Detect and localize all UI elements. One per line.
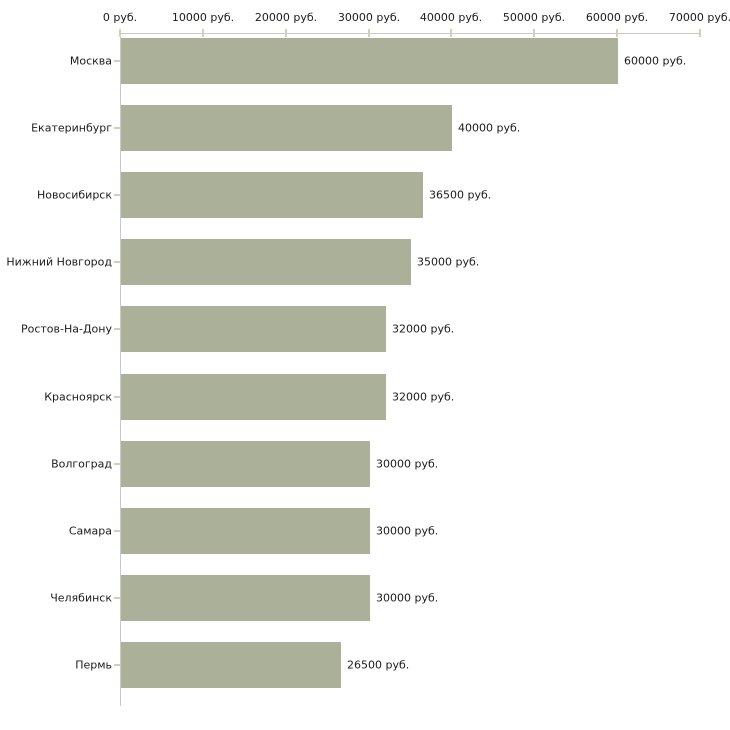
- bar-row: Челябинск 30000 руб.: [0, 575, 730, 621]
- category-tick-mark: [114, 194, 120, 196]
- category-label: Новосибирск: [36, 188, 112, 202]
- value-label: 60000 руб.: [624, 54, 687, 68]
- category-tick-mark: [114, 396, 120, 398]
- category-tick-mark: [114, 664, 120, 666]
- bar-row: Пермь 26500 руб.: [0, 642, 730, 688]
- value-label: 30000 руб.: [376, 457, 439, 471]
- category-tick-mark: [114, 463, 120, 465]
- category-tick-mark: [114, 530, 120, 532]
- x-axis-line: [120, 33, 701, 34]
- x-axis-tick-label: 70000 руб.: [668, 11, 730, 24]
- x-axis-tick-mark: [285, 29, 287, 37]
- x-axis-tick-label: 0 руб.: [102, 11, 138, 24]
- bar: [121, 441, 370, 487]
- bar-row: Нижний Новгород 35000 руб.: [0, 239, 730, 285]
- x-axis-tick-label: 20000 руб.: [254, 11, 318, 24]
- bar-row: Красноярск 32000 руб.: [0, 374, 730, 420]
- value-label: 30000 руб.: [376, 524, 439, 538]
- bar: [121, 306, 386, 352]
- value-label: 40000 руб.: [458, 121, 521, 135]
- bar-row: Волгоград 30000 руб.: [0, 441, 730, 487]
- bar-row: Москва 60000 руб.: [0, 38, 730, 84]
- category-label: Красноярск: [44, 390, 112, 404]
- value-label: 32000 руб.: [392, 390, 455, 404]
- bar: [121, 575, 370, 621]
- bar: [121, 508, 370, 554]
- bar: [121, 105, 452, 151]
- y-axis-line: [120, 33, 121, 706]
- category-label: Ростов-На-Дону: [20, 322, 112, 336]
- category-label: Пермь: [75, 658, 112, 672]
- bar: [121, 38, 618, 84]
- category-label: Волгоград: [51, 457, 112, 471]
- bar: [121, 374, 386, 420]
- x-axis-tick-label: 10000 руб.: [171, 11, 235, 24]
- bar-row: Ростов-На-Дону 32000 руб.: [0, 306, 730, 352]
- x-axis-tick-mark: [533, 29, 535, 37]
- bar-row: Новосибирск 36500 руб.: [0, 172, 730, 218]
- category-tick-mark: [114, 597, 120, 599]
- category-label: Нижний Новгород: [6, 255, 112, 269]
- x-axis-tick-mark: [450, 29, 452, 37]
- category-label: Челябинск: [50, 591, 112, 605]
- x-axis-tick-mark: [119, 29, 121, 37]
- bar: [121, 172, 423, 218]
- x-axis-tick-mark: [699, 29, 701, 37]
- bar-row: Екатеринбург 40000 руб.: [0, 105, 730, 151]
- value-label: 26500 руб.: [347, 658, 410, 672]
- x-axis-tick-label: 40000 руб.: [419, 11, 483, 24]
- x-axis-tick-mark: [368, 29, 370, 37]
- category-tick-mark: [114, 127, 120, 129]
- bar-row: Самара 30000 руб.: [0, 508, 730, 554]
- x-axis-tick-label: 60000 руб.: [585, 11, 649, 24]
- bar: [121, 239, 411, 285]
- bar: [121, 642, 341, 688]
- category-label: Екатеринбург: [31, 121, 112, 135]
- value-label: 36500 руб.: [429, 188, 492, 202]
- value-label: 32000 руб.: [392, 322, 455, 336]
- x-axis-tick-label: 30000 руб.: [337, 11, 401, 24]
- category-tick-mark: [114, 261, 120, 263]
- category-label: Москва: [69, 54, 112, 68]
- category-label: Самара: [68, 524, 112, 538]
- category-tick-mark: [114, 328, 120, 330]
- category-tick-mark: [114, 60, 120, 62]
- value-label: 35000 руб.: [417, 255, 480, 269]
- x-axis-tick-label: 50000 руб.: [502, 11, 566, 24]
- value-label: 30000 руб.: [376, 591, 439, 605]
- x-axis-tick-mark: [616, 29, 618, 37]
- x-axis-tick-mark: [202, 29, 204, 37]
